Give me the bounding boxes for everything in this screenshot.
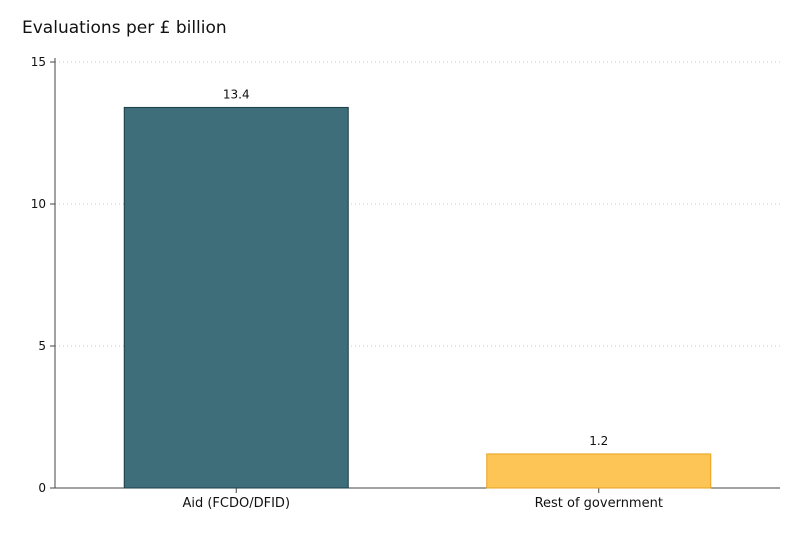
- bar: [123, 106, 349, 489]
- chart-title: Evaluations per £ billion: [22, 18, 227, 38]
- x-tick-label: Aid (FCDO/DFID): [182, 496, 290, 511]
- label-layer: Aid (FCDO/DFID) 13.4 Rest of government 1.2: [182, 87, 662, 511]
- bar-layer: [123, 106, 712, 489]
- y-tick-label: 0: [38, 481, 46, 495]
- data-label: 1.2: [589, 434, 608, 448]
- y-tick-label: 15: [31, 55, 46, 69]
- data-label: 13.4: [223, 87, 250, 101]
- y-tick-label: 10: [31, 197, 46, 211]
- x-tick-label: Rest of government: [535, 496, 663, 511]
- bar: [486, 453, 712, 489]
- y-tick-label: 5: [38, 339, 46, 353]
